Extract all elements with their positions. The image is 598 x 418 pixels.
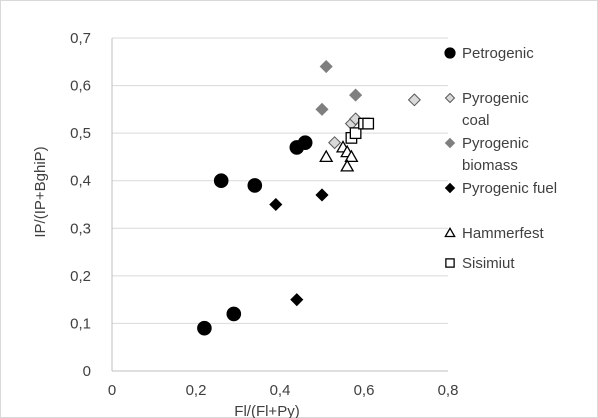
x-axis-label: Fl/(Fl+Py)	[234, 403, 299, 418]
gridlines	[112, 37, 448, 324]
y-axis-label: IP/(IP+BghiP)	[32, 146, 49, 237]
y-tick-label: 0,3	[70, 220, 91, 237]
y-tick-label: 0,6	[70, 78, 91, 95]
x-tick-label: 0,4	[270, 382, 291, 399]
data-point-pyrogenic-fuel	[315, 188, 329, 202]
data-point-pyrogenic-biomass	[319, 59, 333, 74]
data-point-pyrogenic-biomass	[349, 88, 363, 102]
y-tick-label: 0,4	[70, 173, 91, 190]
data-point-petrogenic	[247, 178, 263, 193]
tick-labels: 0 0,1 0,2 0,3 0,4 0,5 0,6 0,7 0 0,2 0,4 0,6 0,8	[70, 30, 458, 399]
data-point-pyrogenic-coal	[328, 136, 342, 150]
legend-label-pyrogenic-coal: Pyrogenic	[462, 90, 529, 107]
data-point-pyrogenic-fuel	[290, 293, 304, 307]
legend: Petrogenic Pyrogenic coal Pyrogenic biomass P…	[444, 45, 557, 272]
y-tick-label: 0,7	[70, 30, 91, 47]
x-tick-label: 0,6	[354, 382, 375, 399]
legend-marker-pyrogenic-coal	[444, 92, 456, 104]
legend-label-petrogenic: Petrogenic	[462, 45, 534, 62]
legend-marker-petrogenic	[444, 47, 456, 59]
data-point-sisimiut	[349, 127, 362, 140]
legend-label-pyrogenic-biomass: biomass	[462, 157, 518, 174]
data-point-hammerfest	[340, 159, 355, 172]
data-point-hammerfest	[344, 149, 359, 163]
data-point-sisimiut	[362, 117, 375, 130]
legend-marker-sisimiut	[445, 258, 455, 268]
x-tick-label: 0,8	[438, 382, 459, 399]
x-tick-label: 0	[108, 382, 116, 399]
legend-label-pyrogenic-fuel: Pyrogenic fuel	[462, 180, 557, 197]
data-point-petrogenic	[213, 173, 229, 189]
legend-label-sisimiut: Sisimiut	[462, 255, 515, 272]
y-tick-label: 0,1	[70, 315, 91, 332]
x-tick-label: 0,2	[186, 382, 207, 399]
data-point-pyrogenic-coal	[407, 93, 421, 107]
data-point-pyrogenic-fuel	[269, 197, 283, 212]
data-point-pyrogenic-biomass	[315, 102, 329, 116]
y-tick-label: 0	[83, 363, 91, 380]
data-point-hammerfest	[319, 149, 334, 163]
legend-label-hammerfest: Hammerfest	[462, 225, 545, 242]
legend-marker-hammerfest	[444, 227, 456, 238]
legend-label-pyrogenic-coal: coal	[462, 112, 490, 129]
legend-marker-pyrogenic-biomass	[444, 137, 456, 149]
y-tick-label: 0,2	[70, 268, 91, 285]
legend-label-pyrogenic-biomass: Pyrogenic	[462, 135, 529, 152]
data-point-petrogenic	[197, 320, 212, 336]
data-points	[197, 59, 421, 336]
axes	[111, 38, 448, 372]
legend-marker-pyrogenic-fuel	[444, 182, 456, 194]
data-point-pyrogenic-coal	[349, 112, 363, 126]
data-point-petrogenic	[297, 135, 313, 150]
data-point-petrogenic	[226, 306, 242, 322]
y-tick-label: 0,5	[70, 125, 91, 142]
